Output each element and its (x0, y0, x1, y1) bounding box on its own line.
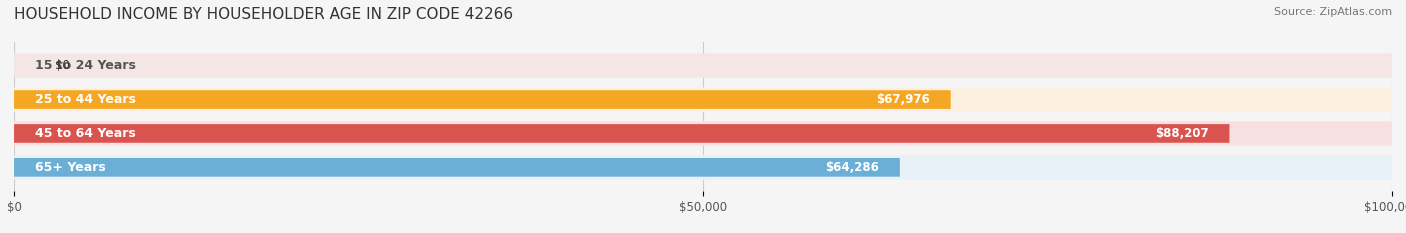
Text: Source: ZipAtlas.com: Source: ZipAtlas.com (1274, 7, 1392, 17)
FancyBboxPatch shape (14, 121, 1392, 146)
Text: 65+ Years: 65+ Years (35, 161, 105, 174)
FancyBboxPatch shape (14, 158, 900, 177)
FancyBboxPatch shape (14, 90, 950, 109)
Text: $88,207: $88,207 (1156, 127, 1209, 140)
Text: HOUSEHOLD INCOME BY HOUSEHOLDER AGE IN ZIP CODE 42266: HOUSEHOLD INCOME BY HOUSEHOLDER AGE IN Z… (14, 7, 513, 22)
FancyBboxPatch shape (14, 155, 1392, 180)
Text: 45 to 64 Years: 45 to 64 Years (35, 127, 135, 140)
Text: 25 to 44 Years: 25 to 44 Years (35, 93, 135, 106)
Text: $64,286: $64,286 (825, 161, 879, 174)
Text: $0: $0 (55, 59, 70, 72)
Text: $67,976: $67,976 (876, 93, 929, 106)
FancyBboxPatch shape (14, 53, 1392, 78)
FancyBboxPatch shape (14, 124, 1229, 143)
Text: 15 to 24 Years: 15 to 24 Years (35, 59, 135, 72)
FancyBboxPatch shape (14, 87, 1392, 112)
